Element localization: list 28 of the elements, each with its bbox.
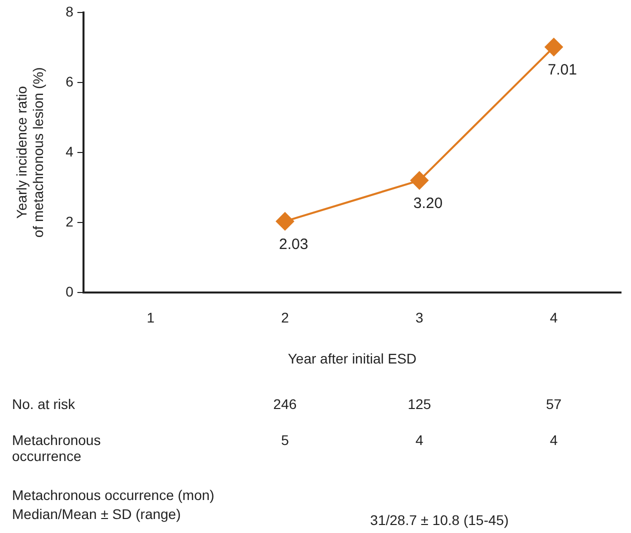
y-tick-label: 8: [66, 3, 74, 20]
text: 5: [281, 432, 289, 448]
text: 57: [546, 396, 562, 412]
text: Median/Mean ± SD (range): [12, 506, 181, 522]
x-tick-label: 3: [415, 310, 424, 326]
point: [544, 38, 563, 56]
text: 246: [273, 396, 297, 412]
y-axis-title: Yearly incidence ratio of metachronous lesion (%): [13, 67, 46, 238]
text: 125: [408, 396, 432, 412]
x-axis-title: Year after initial ESD: [288, 350, 417, 366]
x-tick-label: 1: [146, 310, 155, 326]
data-label: 3.20: [413, 195, 443, 212]
y-tick-label: 2: [66, 213, 74, 230]
text: Metachronous occurrence (mon): [12, 487, 214, 503]
point: [410, 171, 428, 190]
x-tick-label: 2: [281, 310, 290, 326]
y-tick-label: 6: [66, 73, 74, 90]
text: 4: [415, 432, 424, 448]
x-tick-label: 4: [550, 310, 558, 326]
y-tick-label: 0: [66, 283, 74, 300]
text: No. at risk: [12, 396, 76, 412]
text: Metachronous occurrence: [12, 432, 102, 464]
y-tick-label: 4: [66, 143, 74, 160]
text: 31/28.7 ± 10.8 (15-45): [370, 512, 509, 528]
point: [276, 212, 294, 230]
data-label: 7.01: [548, 62, 577, 79]
data-label: 2.03: [278, 236, 308, 253]
text: 4: [550, 432, 558, 448]
